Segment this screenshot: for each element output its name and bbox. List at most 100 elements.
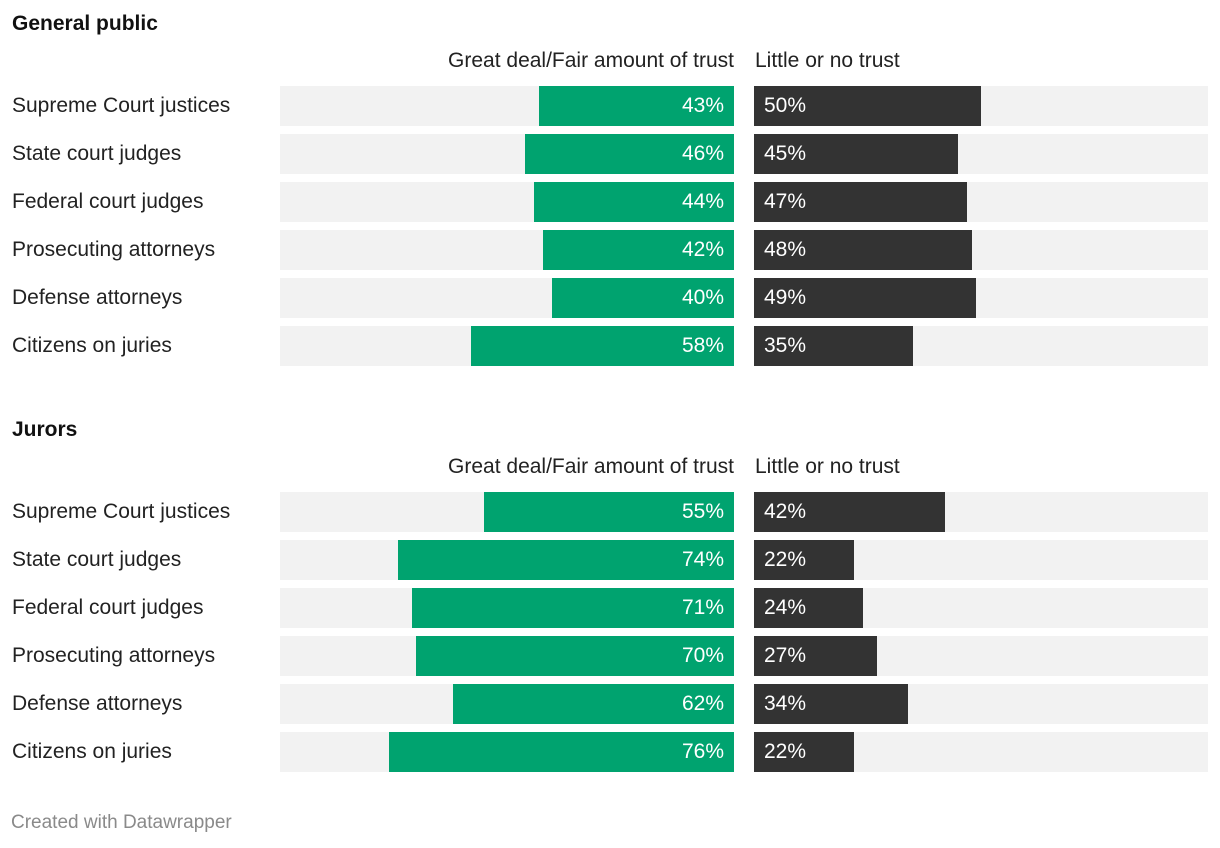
- category-label: Defense attorneys: [12, 286, 183, 309]
- category-label: Supreme Court justices: [12, 500, 231, 523]
- trust-bar: 62%: [452, 684, 734, 724]
- no-trust-value-label: 24%: [764, 596, 807, 619]
- bar-row: Citizens on juries 76% 22%: [0, 732, 1220, 772]
- trust-value-label: 58%: [681, 334, 724, 357]
- bar-row: Supreme Court justices 43% 50%: [0, 86, 1220, 126]
- chart-panel: Jurors Great deal/Fair amount of trust Lit…: [0, 418, 1220, 798]
- no-trust-bar: 27%: [754, 636, 877, 676]
- trust-value-label: 62%: [681, 692, 724, 715]
- trust-track: 42%: [280, 230, 734, 270]
- bar-row: Defense attorneys 62% 34%: [0, 684, 1220, 724]
- no-trust-value-label: 49%: [764, 286, 807, 309]
- trust-track: 46%: [280, 134, 734, 174]
- trust-track: 62%: [280, 684, 734, 724]
- chart-panel: General public Great deal/Fair amount of …: [0, 12, 1220, 392]
- bar-row: State court judges 46% 45%: [0, 134, 1220, 174]
- bar-row: State court judges 74% 22%: [0, 540, 1220, 580]
- no-trust-track: 24%: [754, 588, 1208, 628]
- no-trust-bar: 42%: [754, 492, 945, 532]
- no-trust-bar: 49%: [754, 278, 977, 318]
- no-trust-track: 22%: [754, 732, 1208, 772]
- trust-value-label: 76%: [681, 740, 724, 763]
- no-trust-value-label: 48%: [764, 238, 807, 261]
- trust-value-label: 46%: [681, 142, 724, 165]
- no-trust-value-label: 27%: [764, 644, 807, 667]
- column-header-trust: Great deal/Fair amount of trust: [448, 455, 734, 478]
- no-trust-value-label: 42%: [764, 500, 807, 523]
- trust-bar: 76%: [388, 732, 734, 772]
- trust-value-label: 42%: [681, 238, 724, 261]
- trust-value-label: 40%: [681, 286, 724, 309]
- trust-track: 76%: [280, 732, 734, 772]
- no-trust-value-label: 45%: [764, 142, 807, 165]
- category-label: Citizens on juries: [12, 334, 172, 357]
- trust-value-label: 55%: [681, 500, 724, 523]
- bar-row: Federal court judges 71% 24%: [0, 588, 1220, 628]
- trust-track: 44%: [280, 182, 734, 222]
- no-trust-bar: 34%: [754, 684, 909, 724]
- bar-row: Supreme Court justices 55% 42%: [0, 492, 1220, 532]
- trust-value-label: 74%: [681, 548, 724, 571]
- trust-value-label: 71%: [681, 596, 724, 619]
- no-trust-track: 47%: [754, 182, 1208, 222]
- panel-title: General public: [12, 12, 158, 35]
- trust-value-label: 44%: [681, 190, 724, 213]
- bar-row: Prosecuting attorneys 42% 48%: [0, 230, 1220, 270]
- no-trust-bar: 24%: [754, 588, 863, 628]
- no-trust-bar: 45%: [754, 134, 959, 174]
- trust-bar: 58%: [470, 326, 734, 366]
- no-trust-track: 50%: [754, 86, 1208, 126]
- bar-row: Prosecuting attorneys 70% 27%: [0, 636, 1220, 676]
- column-header-no-trust: Little or no trust: [755, 455, 900, 478]
- no-trust-track: 27%: [754, 636, 1208, 676]
- no-trust-track: 49%: [754, 278, 1208, 318]
- no-trust-track: 45%: [754, 134, 1208, 174]
- trust-bar: 55%: [484, 492, 734, 532]
- no-trust-track: 48%: [754, 230, 1208, 270]
- trust-bar: 70%: [416, 636, 734, 676]
- panel-title: Jurors: [12, 418, 78, 441]
- footer-credit: Created with Datawrapper: [11, 812, 232, 833]
- no-trust-bar: 35%: [754, 326, 913, 366]
- trust-value-label: 70%: [681, 644, 724, 667]
- trust-bar: 43%: [538, 86, 734, 126]
- no-trust-value-label: 34%: [764, 692, 807, 715]
- trust-bar: 46%: [525, 134, 734, 174]
- no-trust-value-label: 22%: [764, 548, 807, 571]
- no-trust-value-label: 22%: [764, 740, 807, 763]
- no-trust-value-label: 47%: [764, 190, 807, 213]
- trust-bar: 71%: [411, 588, 734, 628]
- no-trust-value-label: 50%: [764, 94, 807, 117]
- category-label: State court judges: [12, 142, 182, 165]
- no-trust-bar: 50%: [754, 86, 981, 126]
- category-label: Supreme Court justices: [12, 94, 231, 117]
- column-header-no-trust: Little or no trust: [755, 49, 900, 72]
- no-trust-bar: 48%: [754, 230, 972, 270]
- no-trust-track: 22%: [754, 540, 1208, 580]
- trust-track: 55%: [280, 492, 734, 532]
- no-trust-track: 34%: [754, 684, 1208, 724]
- no-trust-track: 35%: [754, 326, 1208, 366]
- bar-row: Citizens on juries 58% 35%: [0, 326, 1220, 366]
- trust-track: 58%: [280, 326, 734, 366]
- category-label: Prosecuting attorneys: [12, 238, 216, 261]
- trust-track: 74%: [280, 540, 734, 580]
- category-label: State court judges: [12, 548, 182, 571]
- trust-bar: 40%: [552, 278, 734, 318]
- bar-row: Federal court judges 44% 47%: [0, 182, 1220, 222]
- trust-bar: 44%: [534, 182, 734, 222]
- trust-track: 40%: [280, 278, 734, 318]
- no-trust-value-label: 35%: [764, 334, 807, 357]
- no-trust-track: 42%: [754, 492, 1208, 532]
- category-label: Defense attorneys: [12, 692, 183, 715]
- no-trust-bar: 22%: [754, 540, 854, 580]
- trust-track: 71%: [280, 588, 734, 628]
- no-trust-bar: 47%: [754, 182, 968, 222]
- trust-bar: 42%: [543, 230, 734, 270]
- no-trust-bar: 22%: [754, 732, 854, 772]
- category-label: Prosecuting attorneys: [12, 644, 216, 667]
- bar-row: Defense attorneys 40% 49%: [0, 278, 1220, 318]
- trust-track: 70%: [280, 636, 734, 676]
- trust-bar: 74%: [398, 540, 734, 580]
- trust-value-label: 43%: [681, 94, 724, 117]
